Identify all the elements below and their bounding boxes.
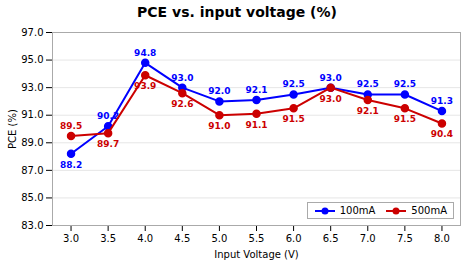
svg-text:92.5: 92.5 xyxy=(357,79,379,89)
svg-text:92.1: 92.1 xyxy=(245,85,267,95)
html-text:PCE vs. input voltage (%): PCE vs. input voltage (%) xyxy=(137,4,337,20)
html-text:500mA: 500mA xyxy=(411,205,447,216)
svg-text:Input Voltage (V): Input Voltage (V) xyxy=(214,249,299,260)
svg-text:4.0: 4.0 xyxy=(137,233,153,244)
html-text:100mA: 100mA xyxy=(339,205,376,216)
svg-text:93.9: 93.9 xyxy=(134,81,156,91)
svg-text:92.0: 92.0 xyxy=(208,86,230,96)
svg-text:91.0: 91.0 xyxy=(208,121,230,131)
svg-text:91.5: 91.5 xyxy=(394,114,416,124)
svg-text:6.5: 6.5 xyxy=(323,233,339,244)
svg-text:5.0: 5.0 xyxy=(211,233,227,244)
svg-text:89.5: 89.5 xyxy=(60,121,82,131)
svg-text:83.0: 83.0 xyxy=(21,220,43,231)
svg-text:5.5: 5.5 xyxy=(249,233,265,244)
svg-text:3.5: 3.5 xyxy=(100,233,116,244)
svg-text:89.0: 89.0 xyxy=(21,137,43,148)
svg-text:90.4: 90.4 xyxy=(431,129,453,139)
svg-text:6.0: 6.0 xyxy=(286,233,302,244)
svg-text:88.2: 88.2 xyxy=(60,160,82,170)
svg-text:PCE (%): PCE (%) xyxy=(7,109,18,149)
svg-text:91.1: 91.1 xyxy=(245,120,267,130)
svg-text:89.7: 89.7 xyxy=(97,139,119,149)
svg-text:7.5: 7.5 xyxy=(397,233,413,244)
svg-text:4.5: 4.5 xyxy=(174,233,190,244)
svg-text:93.0: 93.0 xyxy=(21,82,43,93)
svg-text:90.2: 90.2 xyxy=(97,111,120,122)
svg-text:87.0: 87.0 xyxy=(21,165,43,176)
svg-text:93.0: 93.0 xyxy=(171,73,193,83)
svg-text:92.5: 92.5 xyxy=(394,79,416,89)
svg-text:97.0: 97.0 xyxy=(21,27,43,38)
svg-text:94.8: 94.8 xyxy=(134,48,156,58)
svg-text:91.0: 91.0 xyxy=(21,109,43,120)
svg-text:3.0: 3.0 xyxy=(63,233,79,244)
svg-text:92.1: 92.1 xyxy=(357,106,379,116)
svg-text:8.0: 8.0 xyxy=(434,233,450,244)
svg-text:95.0: 95.0 xyxy=(21,54,43,65)
svg-text:92.5: 92.5 xyxy=(282,79,304,89)
svg-text:85.0: 85.0 xyxy=(21,192,43,203)
svg-text:93.0: 93.0 xyxy=(320,73,342,83)
svg-text:93.0: 93.0 xyxy=(320,94,342,104)
svg-text:91.3: 91.3 xyxy=(431,96,453,106)
svg-text:91.5: 91.5 xyxy=(282,114,304,124)
svg-text:7.0: 7.0 xyxy=(360,233,376,244)
svg-text:92.6: 92.6 xyxy=(171,99,193,109)
